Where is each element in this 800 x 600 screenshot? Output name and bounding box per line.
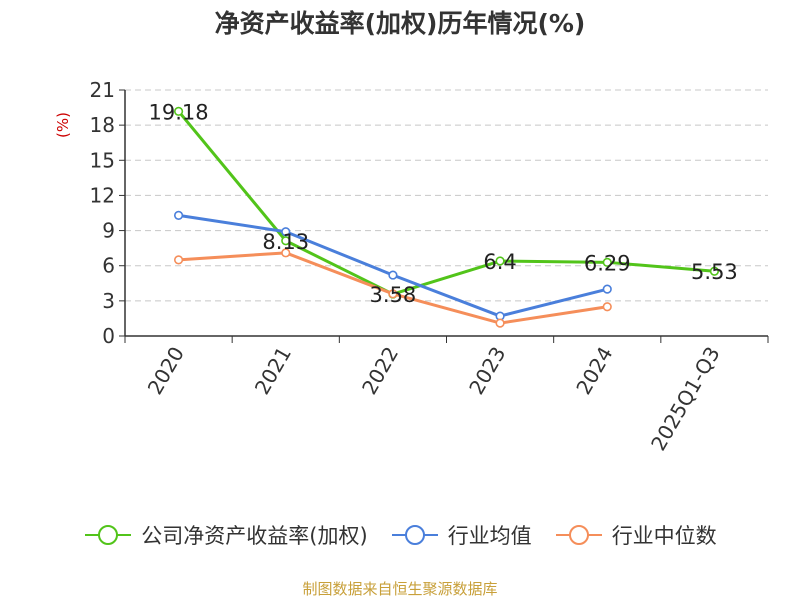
data-label: 6.4 [483,250,516,274]
legend-label: 公司净资产收益率(加权) [141,524,368,548]
y-tick-label: 18 [90,113,115,137]
data-point [281,227,291,237]
data-point [602,284,612,294]
data-point [602,302,612,312]
legend-marker-icon [391,525,438,545]
data-label: 3.58 [370,283,417,307]
data-point [495,318,505,328]
data-point [388,289,398,299]
x-tick-label: 2022 [357,343,403,399]
data-label: 8.13 [262,230,309,254]
y-tick-label: 12 [90,183,115,207]
data-label: 6.29 [584,251,631,275]
y-tick-label: 21 [90,78,115,102]
data-point [495,256,505,266]
legend-marker-icon [85,525,132,545]
data-label: 5.53 [691,260,738,284]
y-tick-label: 9 [102,219,115,243]
source-note: 制图数据来自恒生聚源数据库 [302,580,498,598]
data-point [173,210,184,220]
data-point [709,266,720,276]
y-tick-label: 3 [102,289,115,313]
x-tick-label: 2025Q1-Q3 [646,343,725,455]
x-tick-label: 2024 [571,343,617,399]
data-point [602,257,612,267]
data-point [388,270,398,280]
x-tick-label: 2021 [250,343,296,399]
x-tick-label: 2020 [143,343,189,399]
data-point [281,248,291,258]
legend-item: 公司净资产收益率(加权) [83,520,368,550]
legend-item: 行业中位数 [554,520,717,550]
x-tick-label: 2023 [464,343,510,399]
y-axis-label: (%) [54,112,72,138]
legend-marker-icon [555,525,602,545]
y-tick-label: 15 [90,148,115,172]
legend-item: 行业均值 [390,520,532,550]
y-tick-label: 0 [102,324,115,348]
y-tick-label: 6 [102,254,115,278]
data-point [173,255,184,265]
data-label: 19.18 [149,100,209,124]
data-point [281,236,291,246]
legend: 公司净资产收益率(加权) 行业均值 行业中位数 [0,520,800,550]
chart-title: 净资产收益率(加权)历年情况(%) [214,9,586,38]
legend-label: 行业中位数 [611,524,717,548]
series-line [177,110,715,296]
legend-label: 行业均值 [447,524,532,548]
data-point [173,106,184,116]
